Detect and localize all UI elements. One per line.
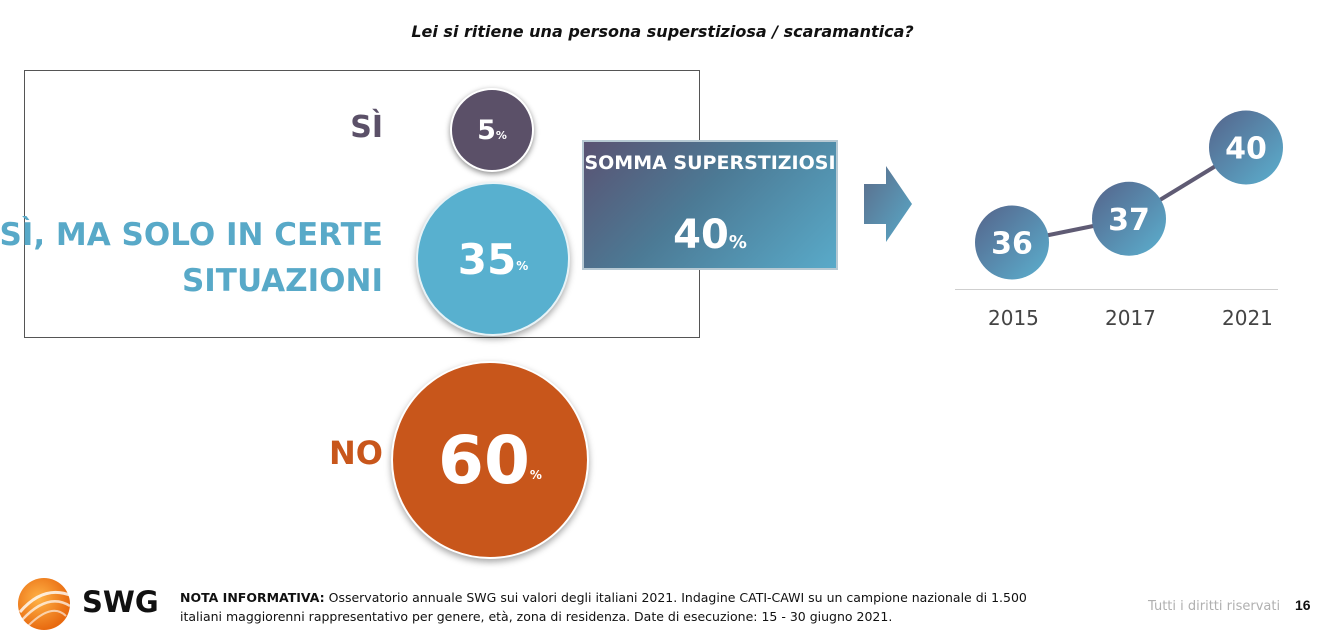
trend-data-label: 37 — [1108, 203, 1150, 238]
bubble-certe-value: 35 — [457, 234, 517, 284]
swg-logo-text: SWG — [82, 585, 159, 619]
bubble-certe-unit: % — [516, 259, 529, 273]
trend-point-2017: 37 — [1092, 181, 1166, 256]
bubble-no-value: 60 — [438, 421, 530, 499]
trend-point-2021: 40 — [1209, 110, 1283, 185]
right-arrow-icon — [864, 166, 912, 242]
bubble-no-unit: % — [529, 468, 542, 482]
trend-chart: 36 37 40 — [975, 110, 1283, 280]
page-number: 16 — [1295, 597, 1311, 613]
answer-label-si: SÌ — [350, 110, 383, 145]
somma-superstiziosi-box: SOMMA SUPERSTIZIOSI 40% — [582, 140, 838, 270]
trend-point-circle — [975, 205, 1049, 280]
bubble-si: 5% — [450, 88, 534, 172]
nota-informativa: NOTA INFORMATIVA: Osservatorio annuale S… — [180, 588, 1040, 626]
trend-year-label: 2021 — [1222, 306, 1273, 330]
bubble-si-value: 5 — [477, 114, 496, 146]
note-label: NOTA INFORMATIVA: — [180, 590, 325, 605]
trend-data-label: 40 — [1225, 132, 1267, 167]
rights-text: Tutti i diritti riservati — [1148, 599, 1281, 614]
answer-label-no: NO — [329, 434, 383, 472]
somma-total: 40% — [584, 212, 836, 258]
bubble-no: 60% — [391, 361, 589, 559]
bubble-certe-situazioni: 35% — [416, 182, 570, 336]
somma-value: 40 — [673, 212, 729, 258]
swg-logo-icon — [18, 578, 73, 630]
trend-point-circle — [1092, 181, 1166, 256]
somma-unit: % — [728, 232, 747, 253]
trend-year-label: 2017 — [1105, 306, 1156, 330]
trend-point-circle — [1209, 110, 1283, 185]
somma-title: SOMMA SUPERSTIZIOSI — [584, 152, 836, 174]
trend-data-label: 36 — [991, 227, 1033, 262]
question-title: Lei si ritiene una persona superstiziosa… — [411, 22, 914, 41]
trend-point-2015: 36 — [975, 205, 1049, 280]
answer-label-certe-situazioni: SÌ, MA SOLO IN CERTE SITUAZIONI — [0, 217, 383, 299]
note-text: Osservatorio annuale SWG sui valori degl… — [180, 590, 1027, 624]
bubble-si-unit: % — [495, 128, 507, 142]
trend-axis-line — [955, 289, 1278, 290]
trend-year-label: 2015 — [988, 306, 1039, 330]
